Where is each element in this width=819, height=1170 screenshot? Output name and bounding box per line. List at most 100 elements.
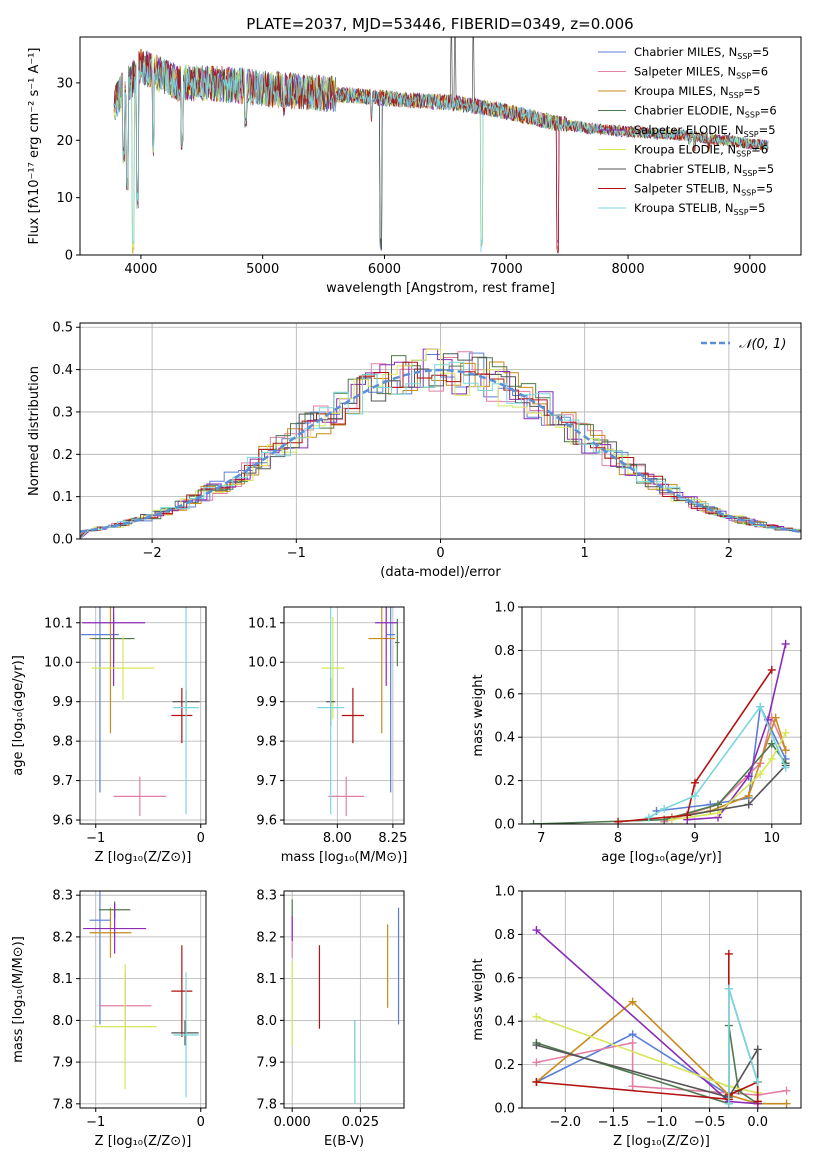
weight-marker [532,926,541,935]
x-tick-label: −1.5 [598,1115,630,1130]
weight-marker [744,772,753,781]
weight-marker [628,1038,637,1047]
plot-area [291,899,400,1104]
legend: Chabrier MILES, NSSP=5 Salpeter MILES, NS… [598,45,777,217]
x-tick-label: 7 [537,831,545,846]
weight-marker [713,800,722,809]
y-tick-label: 1.0 [494,601,515,616]
weight-marker [532,1058,541,1067]
errorbar-point [171,945,193,1038]
weight-marker [756,770,765,779]
y-tick-label: 10.0 [44,656,73,671]
y-tick-label: 20 [56,134,73,149]
x-axis-label: Z [log₁₀(Z/Z⊙)] [613,1134,710,1149]
weight-marker [628,1030,637,1039]
x-tick-label: 0 [197,1115,205,1130]
x-tick-label: −1 [86,1115,105,1130]
weight-marker [683,811,692,820]
y-tick-label: 9.7 [256,774,277,789]
y-tick-label: 8.1 [52,972,73,987]
axes-frame [79,606,207,825]
errorbar-point [173,972,199,1098]
weight-line [536,1044,759,1102]
x-axis-label: E(B-V) [324,1134,364,1149]
y-tick-label: 10.1 [44,616,73,631]
figure-title: PLATE=2037, MJD=53446, FIBERID=0349, z=0… [246,15,633,33]
weight-marker [744,800,753,809]
y-tick-label: 1.0 [494,885,515,900]
y-tick-label: 0.8 [494,928,515,943]
x-axis-label: Z [log₁₀(Z/Z⊙)] [95,850,192,865]
x-tick-label: 0.0 [747,1115,768,1130]
errorbar-point [82,607,146,686]
x-tick-label: 9000 [733,262,766,277]
y-axis-label: mass weight [471,674,486,756]
weight-marker [767,739,776,748]
legend-entry: Chabrier STELIB, NSSP=5 [634,162,774,178]
plot-area [80,348,801,539]
x-tick-label: 0 [436,546,444,561]
legend-entry: Kroupa MILES, NSSP=5 [634,84,760,100]
weight-marker [753,1097,762,1106]
y-tick-label: 10.0 [248,656,277,671]
plot-area [532,926,791,1108]
plot-area [83,891,199,1098]
errorbar-point [83,903,147,954]
y-tick-label: 10.1 [248,616,277,631]
weight-line [727,988,759,1104]
weight-marker [532,1077,541,1086]
x-tick-label: 5000 [246,262,279,277]
weight-marker [753,1077,762,1086]
x-tick-label: 4000 [124,262,157,277]
x-axis-label: Z [log₁₀(Z/Z⊙)] [95,1134,192,1149]
errorbar-point [89,907,132,958]
y-axis-label: Flux [fλ10⁻¹⁷ erg cm⁻² s⁻¹ A⁻¹] [27,48,42,245]
y-tick-label: 8.3 [52,889,73,904]
y-tick-label: 0.0 [494,1102,515,1117]
x-tick-label: 8 [614,831,622,846]
x-axis-label: mass [log₁₀(M/M⊙)] [281,850,408,865]
errorbar-point [328,776,364,817]
y-tick-label: 0.2 [494,1058,515,1073]
y-tick-label: 0.2 [52,448,73,463]
y-axis-label: mass [log₁₀(M/M⊙)] [11,936,26,1063]
x-tick-label: −1 [86,831,105,846]
panel-residuals: 𝒩(0, 1) −2 −1 0 1 2 0.0 0.1 0.2 0.3 0.4 0.5 (data-mo… [27,321,802,580]
y-tick-label: 9.8 [256,735,277,750]
y-tick-label: 7.9 [256,1056,277,1071]
y-tick-label: 0.1 [52,490,73,505]
weight-marker [767,754,776,763]
spectrum-line [113,57,769,253]
x-axis-label: wavelength [Angstrom, rest frame] [326,281,555,296]
weight-marker [660,804,669,813]
plot-area [81,607,200,817]
x-tick-label: −0.5 [694,1115,726,1130]
weight-marker [532,1012,541,1021]
gaussian-curve [80,368,801,533]
x-tick-label: −1.0 [646,1115,678,1130]
y-axis-label: age [log₁₀(age/yr)] [11,655,26,776]
legend-entry: Salpeter ELODIE, NSSP=5 [634,123,776,139]
x-tick-label: 6000 [368,262,401,277]
legend-entry: Salpeter STELIB, NSSP=5 [634,182,773,198]
errorbar-point [171,1020,199,1046]
weight-line [618,669,773,823]
errorbar-point [368,607,396,734]
y-tick-label: 30 [56,76,73,91]
weight-marker [690,778,699,787]
panel-weight-vs-z: −2.0 −1.5 −1.0 −0.5 0.0 0.0 0.2 0.4 0.6 0.8 1.0 Z [… [471,885,802,1149]
y-tick-label: 0.5 [52,321,73,336]
weight-marker [644,813,653,822]
y-tick-label: 8.2 [52,930,73,945]
weight-marker [756,702,765,711]
errorbar-point [375,607,398,686]
weight-marker [724,984,733,993]
plot-area [317,607,400,817]
y-tick-label: 0.4 [494,1015,515,1030]
errorbar-point [81,607,119,793]
weight-marker [532,1041,541,1050]
x-tick-label: −1 [287,546,306,561]
axes-frame [79,36,802,256]
weight-marker [724,949,733,958]
